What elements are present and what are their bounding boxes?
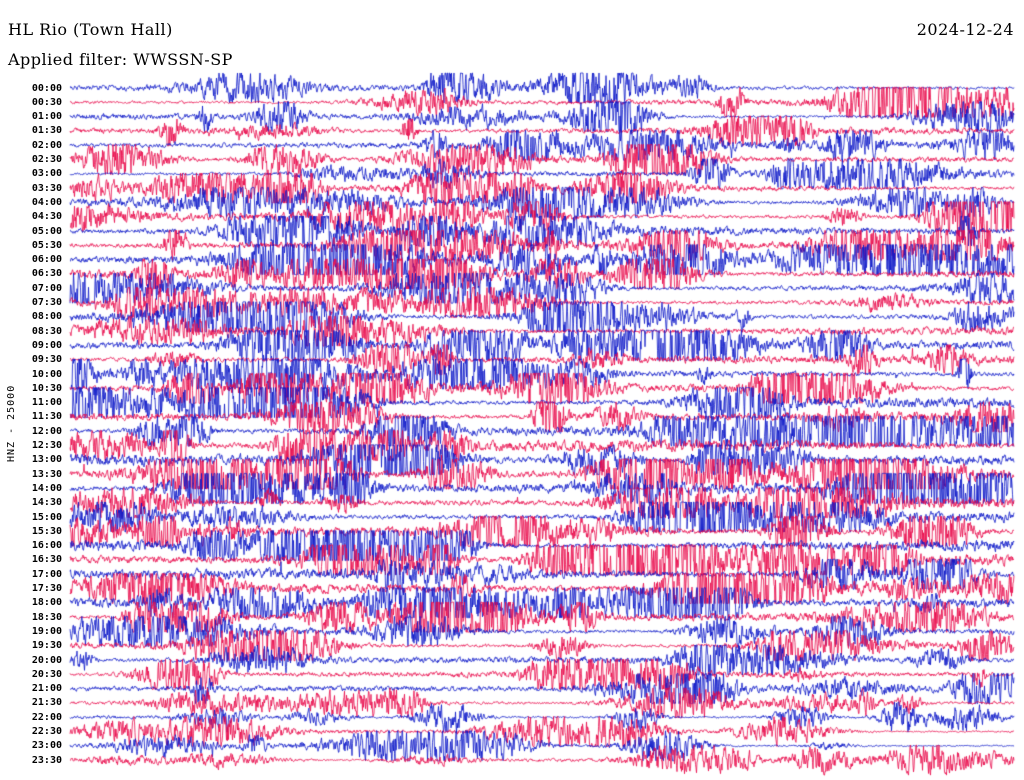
time-label: 15:00 [31,511,62,523]
time-label: 20:30 [31,668,62,680]
time-label: 22:00 [31,711,62,723]
time-label: 04:00 [31,196,62,208]
time-label: 19:00 [31,625,62,637]
time-label: 13:00 [31,454,62,466]
time-label: 15:30 [31,525,62,537]
time-label: 11:00 [31,397,62,409]
time-label: 18:00 [31,597,62,609]
time-label: 03:00 [31,168,62,180]
time-label: 07:00 [31,282,62,294]
time-label: 05:30 [31,239,62,251]
time-label: 02:00 [31,139,62,151]
time-label: 00:30 [31,96,62,108]
time-label: 23:00 [31,740,62,752]
time-label: 10:30 [31,382,62,394]
time-label: 00:00 [31,82,62,94]
time-label: 18:30 [31,611,62,623]
time-label: 20:00 [31,654,62,666]
time-label: 14:30 [31,497,62,509]
time-label: 16:30 [31,554,62,566]
time-label: 06:00 [31,254,62,266]
time-label: 06:30 [31,268,62,280]
time-label: 04:30 [31,211,62,223]
time-label: 08:30 [31,325,62,337]
time-label: 19:30 [31,640,62,652]
time-label: 21:00 [31,683,62,695]
time-label: 13:30 [31,468,62,480]
time-label: 03:30 [31,182,62,194]
time-label: 16:00 [31,540,62,552]
time-label: 09:30 [31,354,62,366]
time-label: 09:00 [31,339,62,351]
time-label: 12:30 [31,440,62,451]
time-label: 10:00 [31,368,62,380]
time-label: 02:30 [31,154,62,165]
time-label: 14:00 [31,482,62,494]
time-label: 22:30 [31,726,62,737]
time-label: 08:00 [31,311,62,323]
time-label: 23:30 [31,754,62,766]
time-label: 12:00 [31,425,62,437]
time-label: 21:30 [31,697,62,709]
time-label: 17:00 [31,568,62,580]
time-label: 01:30 [31,125,62,137]
time-label: 05:00 [31,225,62,237]
time-label: 01:00 [31,111,62,123]
time-label: 17:30 [31,583,62,594]
time-labels-column: 00:00 00:30 01:00 01:30 02:00 02:30 03:00 03:30… [0,0,64,780]
time-label: 07:30 [31,297,62,308]
time-label: 11:30 [31,411,62,423]
